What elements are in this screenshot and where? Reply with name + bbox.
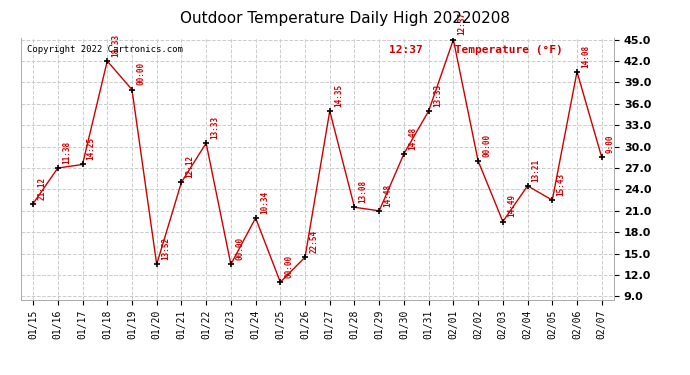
Text: 14:25: 14:25 xyxy=(87,137,96,160)
Text: 00:00: 00:00 xyxy=(284,255,293,278)
Text: 9:00: 9:00 xyxy=(606,135,615,153)
Text: 14:35: 14:35 xyxy=(334,84,343,107)
Text: 00:00: 00:00 xyxy=(482,134,491,157)
Text: 00:00: 00:00 xyxy=(136,62,145,86)
Text: 14:48: 14:48 xyxy=(384,183,393,207)
Text: 14:08: 14:08 xyxy=(581,45,590,68)
Text: 11:38: 11:38 xyxy=(62,141,71,164)
Text: 12:37: 12:37 xyxy=(388,45,422,56)
Text: Copyright 2022 Cartronics.com: Copyright 2022 Cartronics.com xyxy=(27,45,183,54)
Text: Temperature (°F): Temperature (°F) xyxy=(448,45,563,56)
Text: 22:54: 22:54 xyxy=(309,230,318,253)
Text: 21:12: 21:12 xyxy=(37,176,46,200)
Text: 10:34: 10:34 xyxy=(259,190,268,214)
Text: 00:00: 00:00 xyxy=(235,237,244,260)
Text: 18:33: 18:33 xyxy=(111,34,120,57)
Text: 15:43: 15:43 xyxy=(556,173,565,196)
Text: 13:21: 13:21 xyxy=(532,159,541,182)
Text: 13:52: 13:52 xyxy=(161,237,170,260)
Text: 14:48: 14:48 xyxy=(408,126,417,150)
Text: 12:37: 12:37 xyxy=(457,12,466,36)
Text: 13:33: 13:33 xyxy=(433,84,442,107)
Text: 13:08: 13:08 xyxy=(359,180,368,203)
Text: Outdoor Temperature Daily High 20220208: Outdoor Temperature Daily High 20220208 xyxy=(180,11,510,26)
Text: 13:33: 13:33 xyxy=(210,116,219,139)
Text: 14:49: 14:49 xyxy=(507,194,516,217)
Text: 12:12: 12:12 xyxy=(186,155,195,178)
